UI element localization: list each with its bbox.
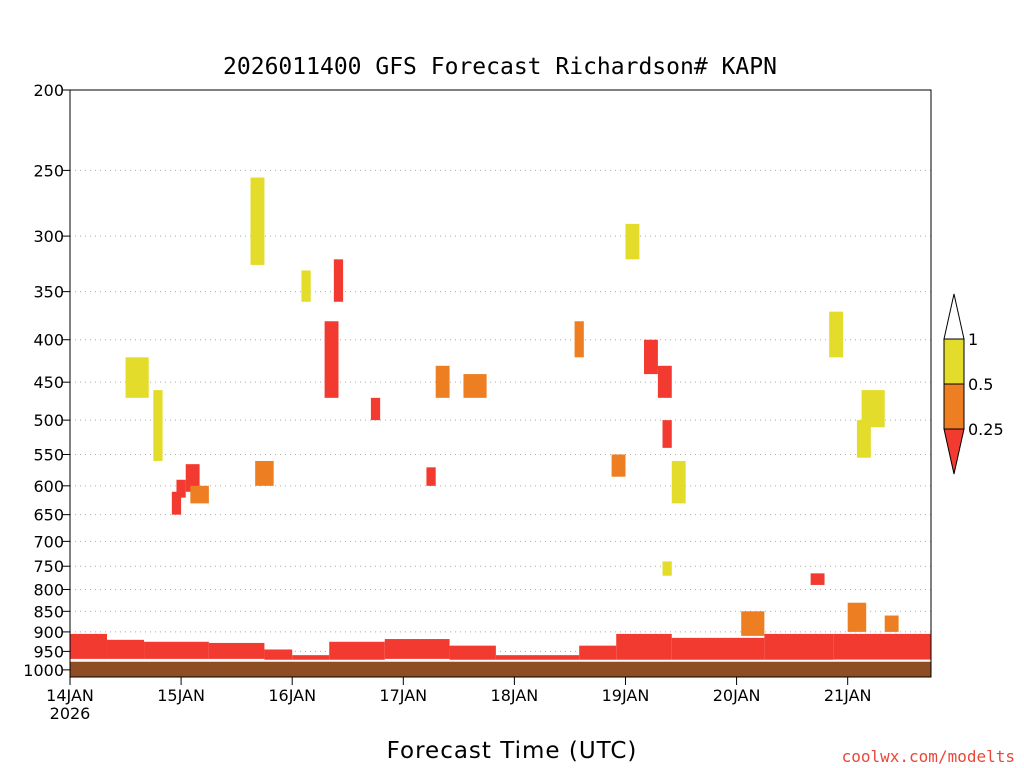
credit-text: coolwx.com/modelts: [842, 747, 1015, 766]
ri-region: [847, 602, 867, 632]
ground-fill: [70, 660, 931, 677]
ri-region: [861, 390, 885, 428]
legend-top-arrow: [943, 293, 965, 340]
legend: 1 0.5 0.25: [943, 293, 1004, 475]
ri-region: [625, 223, 640, 260]
y-tick-label: 950: [33, 642, 64, 661]
x-tick-label: 20JAN: [713, 686, 761, 705]
ri-region: [671, 637, 765, 661]
x-tick-label: 19JAN: [602, 686, 650, 705]
ri-region: [153, 390, 163, 461]
ri-region: [144, 641, 209, 659]
ri-region: [190, 485, 209, 504]
x-tick-label: 21JAN: [824, 686, 872, 705]
legend-swatch-025-05: [943, 383, 965, 430]
ri-region: [426, 467, 436, 486]
y-tick-label: 300: [33, 227, 64, 246]
ri-region: [574, 321, 584, 358]
y-tick-label: 700: [33, 532, 64, 551]
ri-region: [671, 460, 686, 504]
ri-region: [301, 270, 311, 302]
ri-region: [333, 259, 344, 302]
ri-region: [764, 633, 834, 661]
ri-region: [185, 464, 200, 492]
y-tick-label: 350: [33, 283, 64, 302]
ri-region: [208, 642, 265, 659]
ri-region: [579, 645, 617, 662]
ri-region: [495, 655, 580, 662]
x-axis-label: Forecast Time (UTC): [387, 738, 638, 764]
y-tick-label: 500: [33, 411, 64, 430]
y-tick-label: 900: [33, 623, 64, 642]
y-tick-label: 750: [33, 557, 64, 576]
ri-region: [250, 177, 265, 265]
ri-region: [616, 633, 672, 661]
x-tick-label: 15JAN: [157, 686, 205, 705]
y-tick-label: 200: [33, 81, 64, 100]
y-tick-label: 1000: [23, 661, 64, 680]
legend-label-1: 1: [968, 330, 978, 349]
y-tick-label: 550: [33, 445, 64, 464]
x-tick-label: 16JAN: [268, 686, 316, 705]
y-tick-label: 650: [33, 506, 64, 525]
y-tick-label: 800: [33, 580, 64, 599]
ri-region: [176, 479, 186, 498]
plot-frame: [69, 89, 932, 678]
ri-region: [255, 460, 274, 486]
ground-layer: [70, 659, 931, 677]
legend-swatch-05-1: [943, 338, 965, 385]
y-tick-label: 600: [33, 477, 64, 496]
y-tick-label: 400: [33, 331, 64, 350]
ri-region: [856, 420, 871, 458]
ri-region: [435, 365, 450, 398]
ri-region: [657, 365, 672, 398]
ri-region: [384, 639, 450, 659]
grid-lines: [70, 169, 931, 671]
ri-region: [833, 633, 931, 660]
y-axis: 200 250 300 350 400 450 500 550 600 650 700 750 800 8…: [23, 81, 70, 680]
ri-region: [829, 311, 844, 358]
ri-region: [370, 397, 381, 421]
ri-region: [324, 321, 339, 398]
ri-region: [662, 420, 672, 448]
ri-region: [611, 454, 626, 477]
chart-title: 2026011400 GFS Forecast Richardson# KAPN: [223, 54, 777, 80]
y-tick-label: 250: [33, 161, 64, 180]
ri-region: [644, 339, 658, 375]
y-tick-label: 450: [33, 373, 64, 392]
y-tick-label: 850: [33, 602, 64, 621]
x-tick-label: 18JAN: [491, 686, 539, 705]
ri-region: [70, 633, 108, 659]
ri-region: [741, 611, 765, 636]
x-year-label: 2026: [50, 704, 91, 723]
ri-region: [810, 573, 825, 585]
ri-region: [125, 357, 149, 398]
ri-region: [264, 649, 293, 661]
x-axis: 14JAN 15JAN 16JAN 17JAN 18JAN 19JAN 20JAN 21JAN: [46, 677, 872, 705]
legend-label-0-25: 0.25: [968, 420, 1004, 439]
ri-region: [107, 639, 145, 659]
ri-region: [449, 645, 496, 661]
ri-region: [884, 615, 899, 632]
ri-region: [463, 374, 487, 398]
richardson-field: [70, 177, 931, 665]
ri-region: [662, 561, 672, 576]
x-tick-label: 14JAN: [46, 686, 94, 705]
x-tick-label: 17JAN: [379, 686, 427, 705]
ri-region: [171, 491, 182, 515]
legend-label-0-5: 0.5: [968, 375, 993, 394]
legend-bottom-arrow: [943, 428, 965, 475]
ri-region: [329, 641, 385, 661]
